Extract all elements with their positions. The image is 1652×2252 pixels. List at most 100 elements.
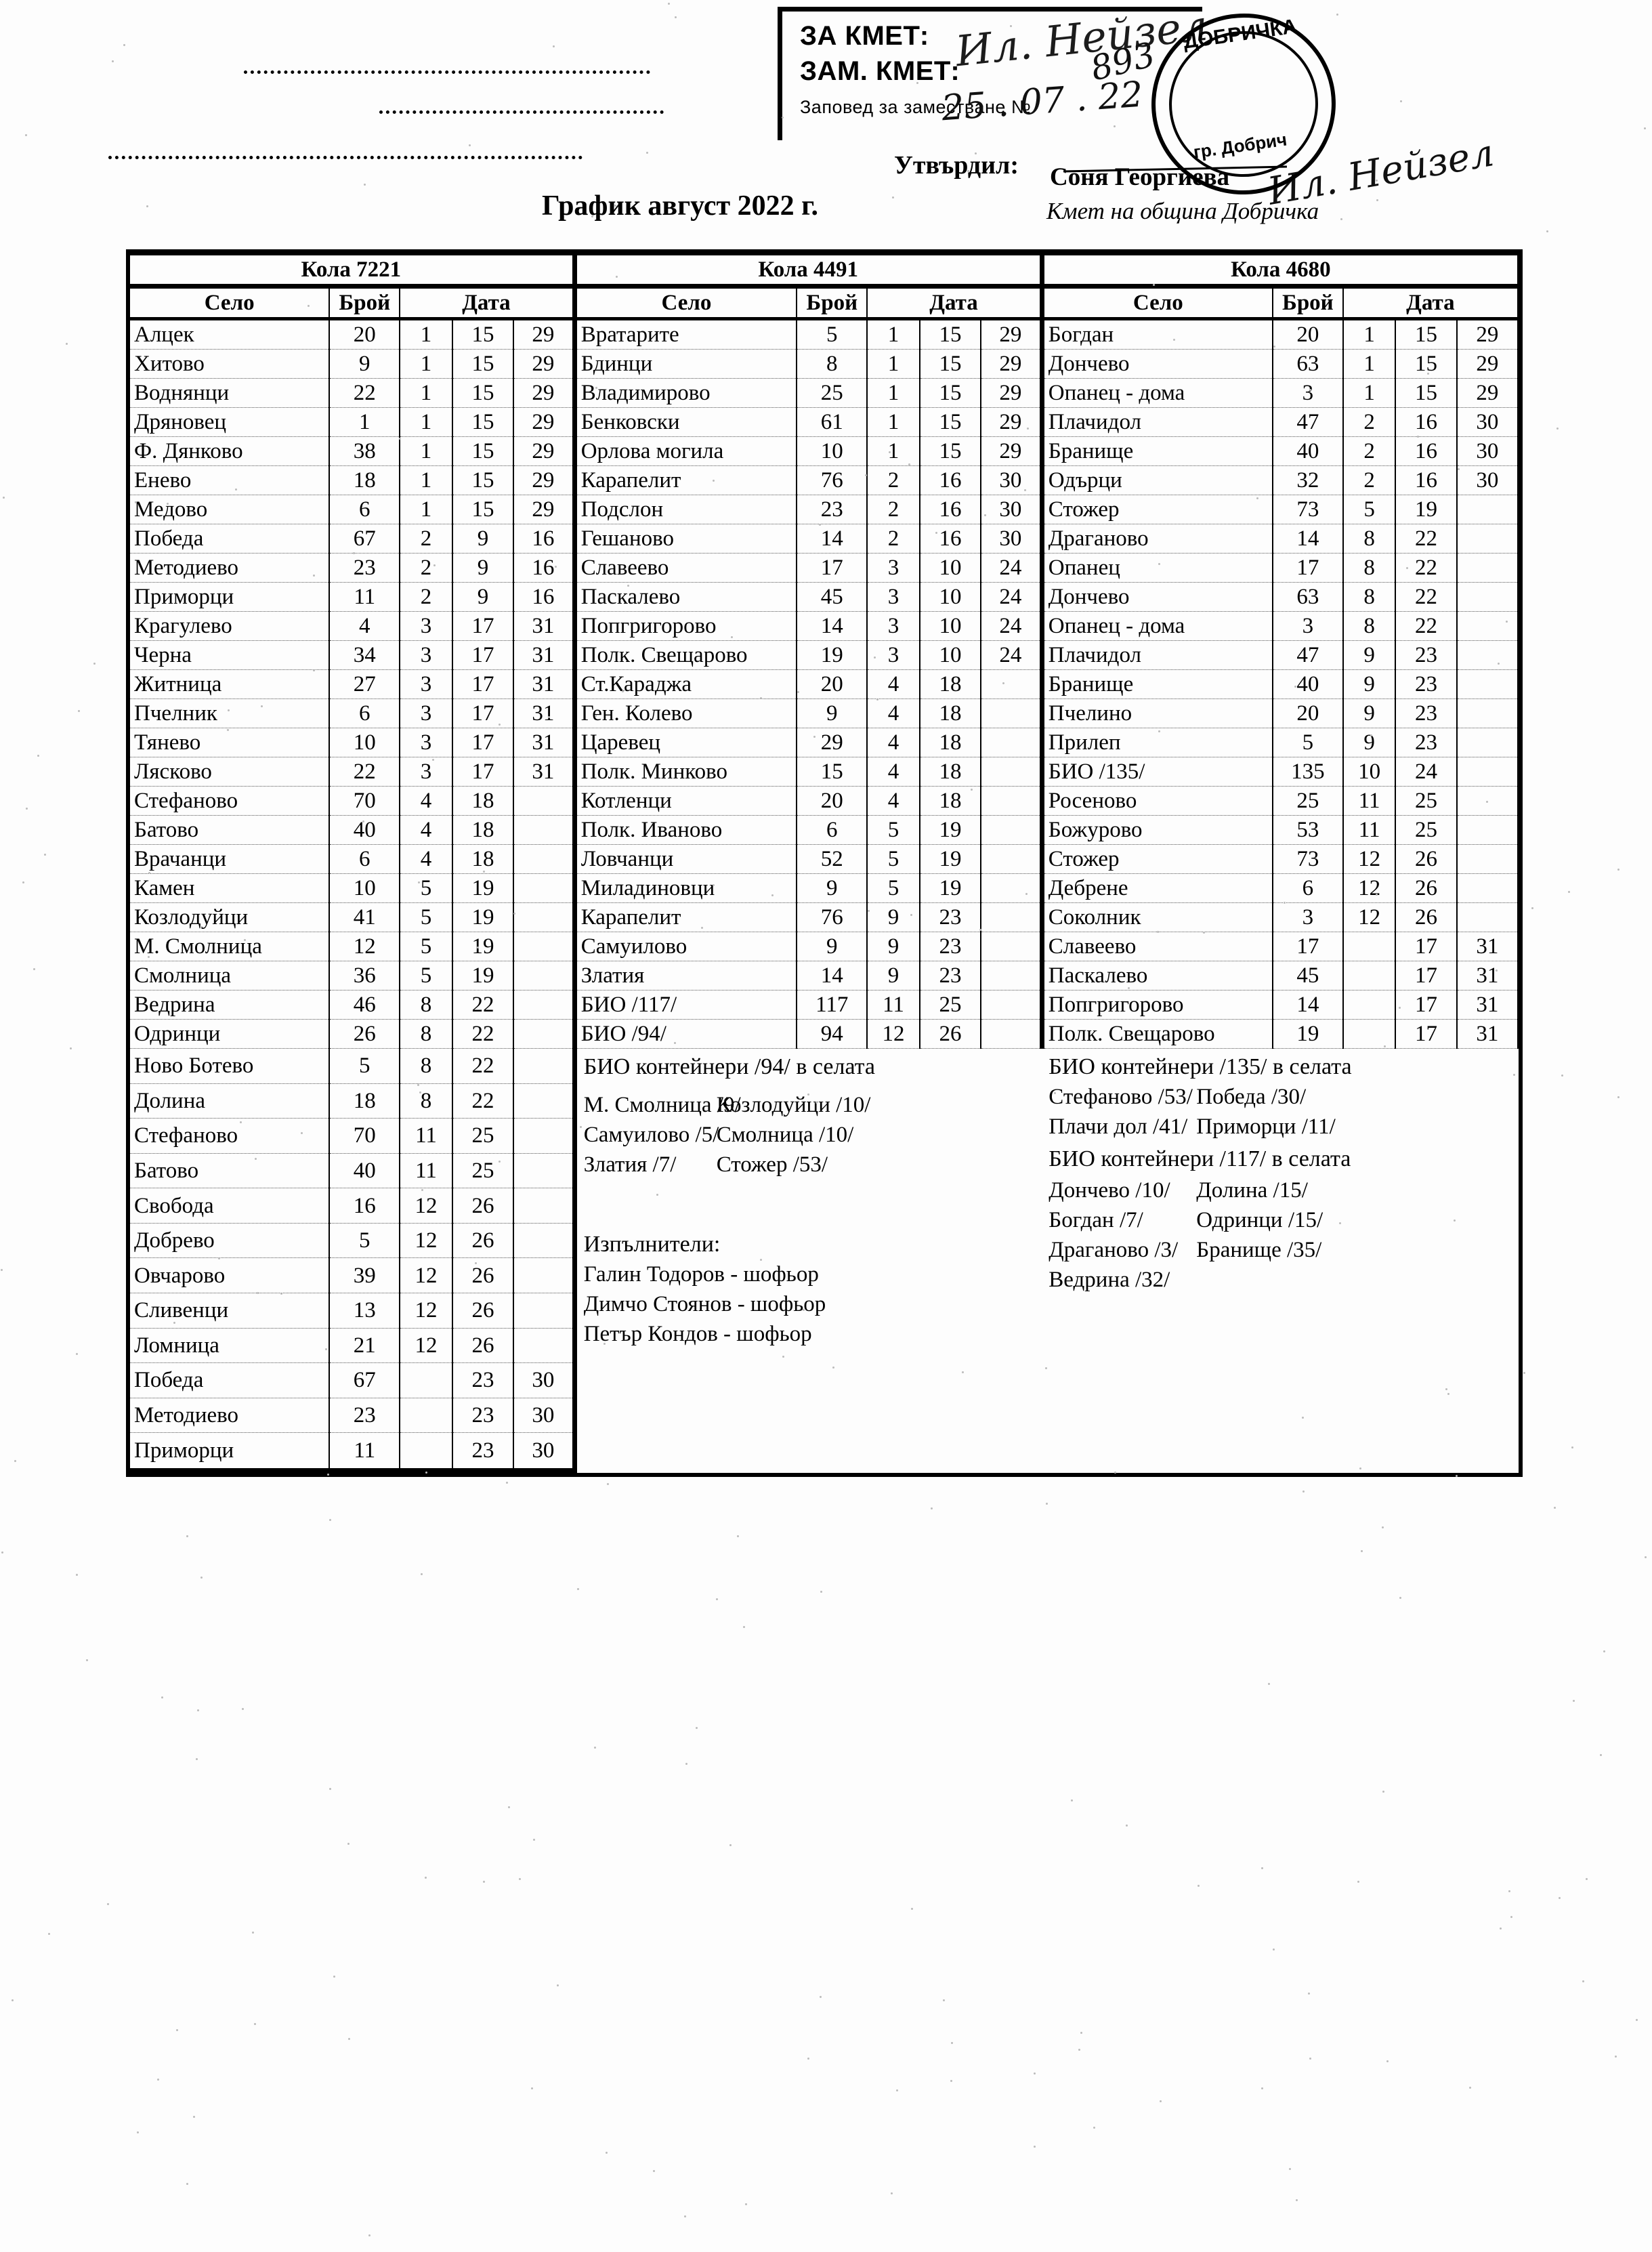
cell-broy: 10	[329, 728, 400, 757]
cell-broy: 20	[797, 670, 867, 699]
scan-speckle	[421, 1573, 423, 1575]
cell-date-3: 29	[1457, 350, 1518, 379]
cell-date-1: 8	[1343, 554, 1396, 583]
cell-date-3: 30	[1457, 466, 1518, 495]
scan-speckle	[684, 2215, 686, 2217]
scan-speckle	[1556, 428, 1559, 430]
cell-date-1: 3	[867, 612, 920, 641]
scan-speckle	[1034, 2146, 1036, 2148]
cell-date-2: 22	[1395, 612, 1456, 641]
cell-date-3	[513, 1293, 574, 1328]
cell-broy: 11	[329, 583, 400, 612]
scan-speckle	[469, 144, 471, 146]
scan-speckle	[135, 501, 137, 503]
cell-broy: 76	[797, 466, 867, 495]
cell-date-2: 15	[452, 437, 513, 466]
scan-speckle	[70, 1047, 72, 1049]
cell-date-3	[513, 874, 574, 903]
cell-selo: Черна	[130, 641, 329, 670]
cell-selo: Стефаново	[130, 787, 329, 816]
cell-selo: Одринци	[130, 1020, 329, 1049]
cell-date-1: 2	[1343, 408, 1396, 437]
table-row: Крагулево 4 3 17 31 Попгригорово 14 3 10 24 Опанец…	[130, 612, 1518, 641]
cell-date-2: 16	[1395, 437, 1456, 466]
cell-date-2: 19	[920, 874, 981, 903]
cell-date-3: 30	[981, 495, 1042, 524]
scan-speckle	[1399, 1007, 1401, 1009]
cell-selo: Царевец	[574, 728, 797, 757]
cell-date-2: 17	[452, 728, 513, 757]
stamp-line-za-kmet: ЗА КМЕТ:	[800, 21, 929, 51]
cell-date-2: 18	[452, 845, 513, 874]
cell-selo: Дебрене	[1042, 874, 1273, 903]
cell-broy: 6	[329, 845, 400, 874]
scan-speckle	[745, 2203, 747, 2205]
cell-date-2: 23	[1395, 699, 1456, 728]
cell-broy: 34	[329, 641, 400, 670]
cell-date-1: 1	[400, 437, 452, 466]
scan-speckle	[1302, 1490, 1305, 1493]
cell-date-2: 15	[920, 319, 981, 350]
cell-selo: Приморци	[130, 583, 329, 612]
cell-date-1: 8	[400, 1083, 452, 1119]
cell-date-2: 17	[452, 612, 513, 641]
group-title-2: Кола 4491	[574, 255, 1042, 287]
cell-date-3: 31	[1457, 991, 1518, 1020]
scan-speckle	[1296, 2199, 1298, 2201]
cell-selo: Драганово	[1042, 524, 1273, 554]
cell-date-2: 15	[1395, 379, 1456, 408]
scan-speckle	[200, 1577, 203, 1579]
note-item: Смолница /10/	[717, 1121, 854, 1148]
scan-speckle	[595, 715, 597, 717]
scan-speckle	[519, 1878, 521, 1880]
cell-selo: Пчелник	[130, 699, 329, 728]
cell-selo: Паскалево	[574, 583, 797, 612]
cell-date-1: 9	[1343, 641, 1396, 670]
cell-broy: 67	[329, 524, 400, 554]
scan-speckle	[892, 196, 894, 199]
cell-date-2: 15	[920, 379, 981, 408]
scan-speckle	[675, 16, 677, 18]
cell-date-2: 22	[452, 1083, 513, 1119]
cell-date-1: 2	[400, 554, 452, 583]
cell-selo: Попгригорово	[1042, 991, 1273, 1020]
cell-selo: Козлодуйци	[130, 903, 329, 932]
cell-date-1	[1343, 932, 1396, 961]
cell-broy: 22	[329, 757, 400, 787]
cell-date-2: 24	[1395, 757, 1456, 787]
cell-date-1: 3	[867, 554, 920, 583]
scan-speckle	[797, 691, 799, 693]
executor-item: Петър Кондов - шофьор	[584, 1320, 812, 1348]
cell-date-3	[513, 845, 574, 874]
cell-date-1: 5	[400, 961, 452, 991]
cell-date-3	[513, 787, 574, 816]
cell-selo: Владимирово	[574, 379, 797, 408]
table-row: Дряновец 1 1 15 29 Бенковски 61 1 15 29 Плачидол 47…	[130, 408, 1518, 437]
scan-speckle	[950, 2080, 952, 2082]
scan-speckle	[347, 1843, 350, 1845]
cell-date-2: 26	[452, 1223, 513, 1258]
stamp-dotted-rule-2	[379, 110, 664, 114]
scan-speckle	[499, 724, 501, 726]
cell-date-1: 3	[400, 670, 452, 699]
scan-speckle	[1573, 1700, 1575, 1702]
cell-broy: 63	[1273, 583, 1343, 612]
cell-date-3	[981, 699, 1042, 728]
scan-speckle	[1093, 2127, 1095, 2129]
scan-speckle	[1561, 1075, 1563, 1077]
cell-broy: 73	[1273, 845, 1343, 874]
cell-broy: 14	[797, 612, 867, 641]
cell-date-2: 15	[452, 319, 513, 350]
table-row: Енево 18 1 15 29 Карапелит 76 2 16 30 Одърци 32 2 16 3…	[130, 466, 1518, 495]
scan-speckle	[577, 1588, 579, 1590]
cell-date-2: 18	[452, 787, 513, 816]
scan-speckle	[685, 1763, 687, 1765]
table-row: Смолница 36 5 19 Златия 14 9 23 Паскалево 45 17 31	[130, 961, 1518, 991]
cell-date-1: 1	[400, 495, 452, 524]
cell-date-3	[1457, 670, 1518, 699]
scan-speckle	[1273, 1948, 1275, 1951]
scan-speckle	[1339, 1222, 1341, 1224]
cell-date-1: 2	[400, 583, 452, 612]
cell-date-1	[400, 1433, 452, 1470]
cell-broy: 76	[797, 903, 867, 932]
